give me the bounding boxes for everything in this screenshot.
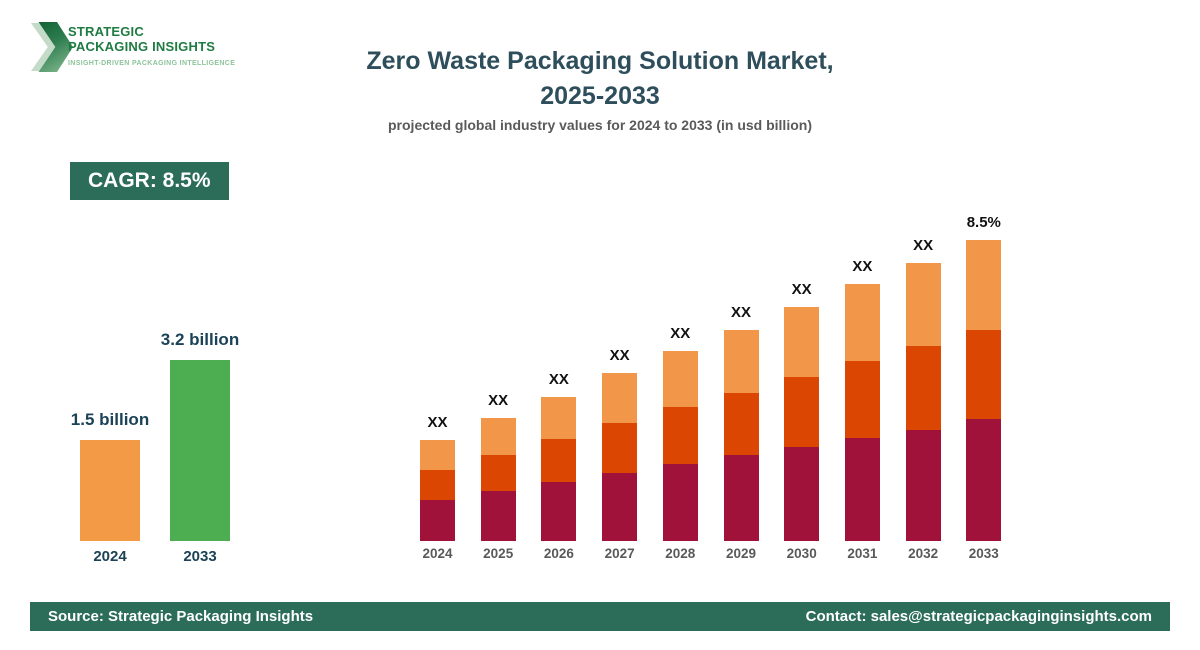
bar-value-label-2027: XX	[609, 347, 630, 364]
brand-name-line-1: STRATEGIC	[68, 24, 144, 39]
projection-chart: XX 2024 XX 2025 XX 2026 XX 2027 XX 2028 XX 2029 XX 20…	[420, 200, 1040, 580]
stacked-bar-2032-segment-middle	[905, 346, 941, 430]
stacked-bar-2025-segment-top	[480, 418, 516, 455]
stacked-bar-2029-segment-bottom	[723, 455, 759, 541]
stacked-bar-2025-segment-middle	[480, 455, 516, 491]
stacked-bar-2024-segment-top	[420, 440, 455, 470]
stacked-bar-2028-segment-bottom	[662, 464, 698, 541]
bar-value-label-2025: XX	[488, 392, 509, 409]
axis-year-label-2032: 2032	[908, 546, 939, 561]
brand-logo: STRATEGIC PACKAGING INSIGHTS INSIGHT-DRI…	[30, 14, 250, 76]
stacked-bar-2026-segment-top	[541, 397, 577, 439]
brand-text: STRATEGIC PACKAGING INSIGHTS INSIGHT-DRI…	[68, 24, 235, 67]
chart-title: Zero Waste Packaging Solution Market, 20…	[0, 44, 1200, 113]
axis-year-label-2027: 2027	[604, 546, 635, 561]
stacked-bar-2026-segment-bottom	[541, 482, 577, 541]
stacked-bar-2025-segment-bottom	[480, 491, 516, 541]
summary-year-label-2033: 2033	[183, 548, 217, 565]
brand-tagline: INSIGHT-DRIVEN PACKAGING INTELLIGENCE	[68, 59, 236, 67]
stacked-bar-2024-segment-bottom	[420, 500, 455, 541]
bar-value-label-2024: XX	[427, 414, 448, 431]
chart-title-line-2: 2025-2033	[540, 81, 660, 110]
summary-chart: 1.5 billion 2024 3.2 billion 2033	[60, 330, 260, 575]
stacked-bar-2033-segment-top	[966, 240, 1002, 330]
axis-year-label-2026: 2026	[543, 546, 574, 561]
bar-value-label-2033: 8.5%	[966, 214, 1001, 231]
stacked-bar-2027-segment-top	[602, 373, 638, 423]
bar-value-label-2028: XX	[670, 325, 691, 342]
stacked-bar-2026-segment-middle	[541, 439, 577, 482]
summary-value-label-2024: 1.5 billion	[70, 410, 150, 429]
footer-bar: Source: Strategic Packaging Insights Con…	[30, 602, 1170, 631]
axis-year-label-2029: 2029	[725, 546, 757, 561]
axis-year-label-2030: 2030	[786, 546, 817, 561]
stacked-bar-2032-segment-top	[905, 263, 941, 346]
brand-chevron-icon	[31, 22, 73, 72]
summary-year-label-2024: 2024	[93, 548, 127, 565]
stacked-bar-2031-segment-middle	[844, 361, 880, 438]
stacked-bar-2033-segment-middle	[966, 330, 1002, 419]
stacked-bar-2031-segment-top	[844, 284, 880, 361]
bar-value-label-2030: XX	[791, 281, 812, 298]
stacked-bar-2033-segment-bottom	[966, 419, 1002, 541]
axis-year-label-2024: 2024	[422, 546, 453, 561]
stacked-bar-2028-segment-middle	[662, 407, 698, 464]
footer-contact: Contact: sales@strategicpackaginginsight…	[805, 608, 1152, 625]
stacked-bar-2027-segment-bottom	[602, 473, 638, 541]
stacked-bar-2027-segment-middle	[602, 423, 638, 473]
axis-year-label-2033: 2033	[968, 546, 999, 561]
summary-bar-2033	[170, 360, 230, 541]
footer-source: Source: Strategic Packaging Insights	[48, 608, 314, 625]
chart-title-line-1: Zero Waste Packaging Solution Market,	[366, 47, 834, 75]
stacked-bar-2030-segment-bottom	[784, 447, 820, 541]
axis-year-label-2031: 2031	[847, 546, 878, 561]
stacked-bar-2024-segment-middle	[420, 470, 455, 500]
stacked-bar-2032-segment-bottom	[905, 430, 941, 541]
bar-value-label-2029: XX	[730, 304, 752, 321]
summary-value-label-2033: 3.2 billion	[160, 330, 240, 349]
cagr-badge: CAGR: 8.5%	[70, 162, 229, 200]
chart-subtitle: projected global industry values for 202…	[388, 117, 812, 133]
stacked-bar-2028-segment-top	[662, 351, 698, 407]
brand-name-line-2: PACKAGING INSIGHTS	[68, 39, 216, 55]
stacked-bar-2031-segment-bottom	[844, 438, 880, 541]
bar-value-label-2032: XX	[913, 237, 934, 254]
summary-bar-2024	[80, 440, 140, 541]
stacked-bar-2030-segment-top	[784, 307, 820, 377]
axis-year-label-2025: 2025	[483, 546, 514, 561]
stacked-bar-2030-segment-middle	[784, 377, 820, 447]
stacked-bar-2029-segment-middle	[723, 393, 759, 455]
bar-value-label-2031: XX	[852, 258, 873, 275]
stacked-bar-2029-segment-top	[723, 330, 759, 393]
bar-value-label-2026: XX	[548, 371, 569, 388]
axis-year-label-2028: 2028	[665, 546, 696, 561]
